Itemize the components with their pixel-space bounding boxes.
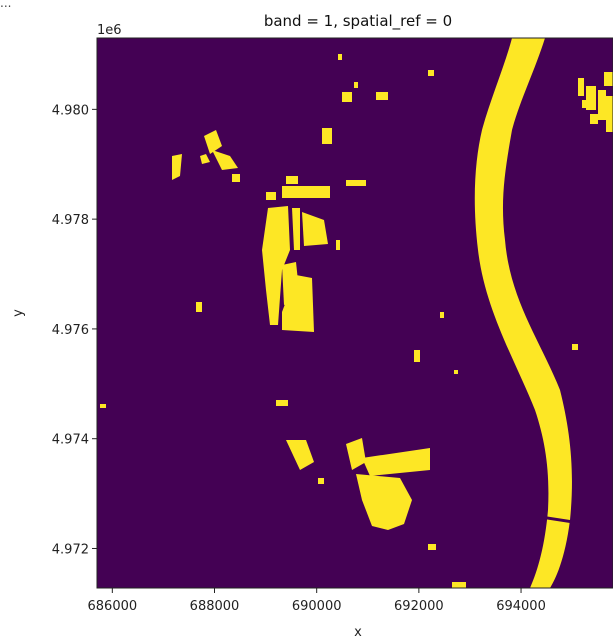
y-offset-label: 1e6: [97, 23, 122, 38]
plot-frame: [96, 37, 613, 589]
raster-image: [97, 38, 613, 588]
y-tick-label: 4.976: [52, 323, 89, 338]
y-axis-label: y: [11, 309, 26, 317]
y-tick-label: 4.978: [52, 213, 89, 228]
river-channel-gap: [544, 516, 570, 523]
x-axis-label: x: [354, 625, 362, 639]
x-tick-label: 688000: [190, 599, 240, 614]
chart-title: band = 1, spatial_ref = 0: [264, 12, 452, 31]
x-tick-label: 694000: [496, 599, 546, 614]
truncated-output-marker: ...: [0, 0, 12, 10]
x-tick-label: 690000: [292, 599, 342, 614]
x-axis: 686000 688000 690000 692000 694000: [88, 588, 546, 614]
field-block-cluster: [172, 54, 434, 332]
y-tick-label: 4.974: [52, 433, 89, 448]
speckle-cluster-top-right: [578, 72, 613, 132]
y-axis: 4.972 4.974 4.976 4.978 4.980: [52, 103, 97, 557]
y-tick-label: 4.972: [52, 542, 89, 557]
lower-patches: [100, 312, 578, 588]
raster-background: [97, 38, 613, 588]
y-tick-label: 4.980: [52, 103, 89, 118]
x-tick-label: 686000: [88, 599, 138, 614]
x-tick-label: 692000: [394, 599, 444, 614]
river-patch: [474, 38, 572, 588]
